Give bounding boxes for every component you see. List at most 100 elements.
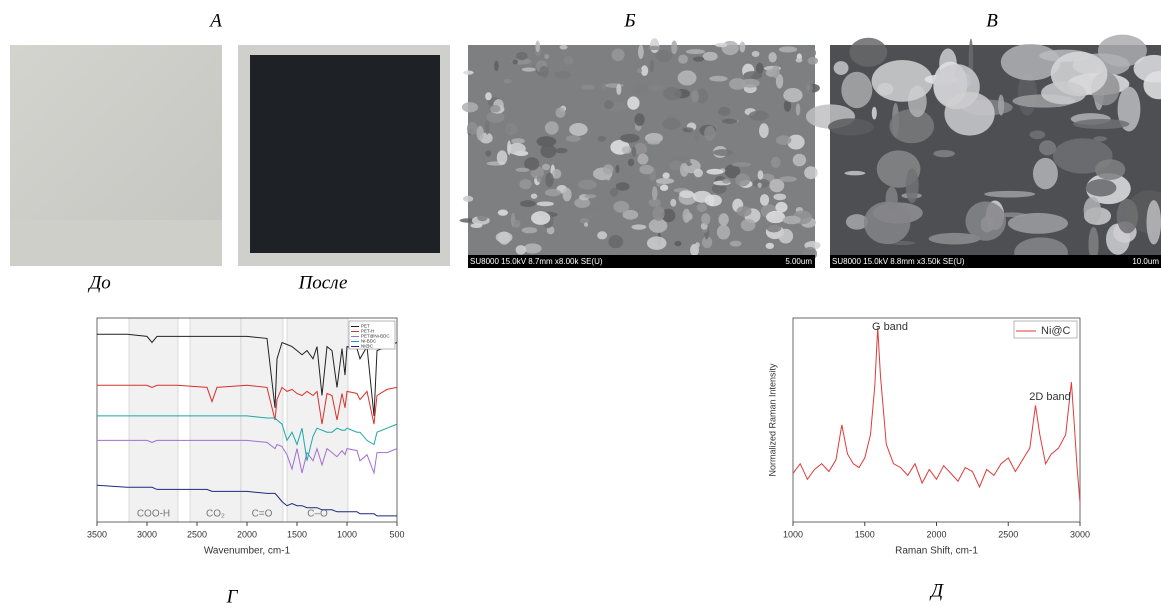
sem-grain: [804, 80, 813, 95]
sem-grain: [651, 186, 658, 201]
sem-grain: [536, 136, 557, 147]
sem-grain: [544, 121, 559, 135]
sem-grain: [648, 218, 668, 233]
sem-grain: [609, 187, 619, 197]
sem-grain: [670, 198, 677, 207]
sem-grain: [644, 132, 663, 144]
sem-grain: [583, 222, 589, 227]
legend-label: Ni@C: [1041, 325, 1071, 337]
sem-grain: [521, 227, 538, 234]
sem-grain: [497, 209, 508, 216]
region-label: C=O: [252, 509, 273, 520]
sem-grain: [748, 110, 769, 121]
sem-grain: [523, 243, 542, 254]
region-label: CO₂: [206, 509, 225, 520]
sem-grain: [508, 142, 526, 155]
sem-grain: [695, 242, 700, 248]
sem-grain: [578, 179, 597, 190]
sem-grain: [871, 60, 933, 102]
sem-grain: [765, 242, 775, 249]
series-line: [97, 333, 398, 416]
sem-grain: [889, 108, 935, 144]
sem-grain: [1085, 179, 1117, 197]
sem-grain: [611, 48, 625, 62]
series-line: [97, 439, 398, 475]
sem-grain: [539, 65, 549, 78]
sem-grain: [569, 123, 588, 136]
x-tick-label: 2500: [998, 529, 1018, 539]
sem-grain: [701, 213, 711, 225]
sem-grain: [647, 140, 661, 145]
sem-grain: [519, 200, 536, 208]
sem-grain: [505, 122, 518, 136]
sem-grain: [485, 150, 492, 157]
sem-grain: [696, 203, 707, 212]
sem-grain: [616, 83, 622, 95]
sem-grain: [718, 106, 731, 116]
sem-grain: [461, 102, 479, 113]
sem-grain: [696, 88, 708, 104]
sem-grain: [778, 228, 794, 244]
sem-grain: [601, 82, 606, 90]
sem-grain: [775, 201, 788, 213]
sem-grain: [965, 201, 1007, 241]
sem-grain: [633, 142, 647, 155]
sem-scale: 10.0um: [1132, 257, 1159, 266]
sem-grain: [1029, 130, 1046, 140]
legend-label: PET@Ni-BDC: [361, 334, 390, 339]
sem-grain: [766, 222, 782, 233]
sem-grain: [536, 175, 543, 183]
sem-grain: [716, 224, 731, 240]
sem-grain: [833, 61, 849, 75]
sem-grain: [709, 75, 728, 82]
sem-grain: [704, 125, 716, 141]
sem-grain: [559, 44, 568, 50]
sem-grain: [731, 162, 752, 167]
photo-after: [250, 55, 440, 253]
sem-grain: [1007, 212, 1068, 234]
sem-grain: [766, 210, 786, 224]
sem-grain: [524, 157, 540, 171]
sem-grain: [531, 211, 551, 225]
x-axis-label: Raman Shift, cm-1: [895, 546, 978, 557]
sem-grain: [1032, 157, 1058, 190]
sem-grain: [693, 168, 703, 178]
sem-grain: [704, 194, 722, 207]
sem-grain: [711, 183, 727, 194]
photo-strip: [10, 220, 222, 266]
sem-grain: [648, 83, 664, 92]
sem-grain: [536, 201, 554, 207]
sem-grain: [494, 60, 499, 72]
sem-grain: [722, 118, 738, 124]
sem-grain: [627, 158, 635, 167]
sem-grain: [700, 140, 705, 146]
sem-grain: [515, 245, 527, 255]
sem-grain: [463, 70, 474, 75]
sem-grain: [775, 74, 784, 89]
sem-grain: [713, 149, 733, 156]
region-label: C–O: [307, 509, 328, 520]
sem-grain: [551, 168, 562, 179]
region: [128, 317, 179, 523]
series-line: [96, 484, 397, 517]
sem-grain: [928, 232, 981, 245]
sem-grain: [498, 231, 511, 245]
caption: После: [298, 272, 348, 293]
sem-grain: [486, 111, 505, 123]
sem-grain: [634, 113, 645, 127]
sem-grain: [535, 40, 541, 53]
sem-grain: [1094, 159, 1126, 180]
sem-grain: [470, 223, 483, 228]
sem-grain: [637, 44, 644, 60]
sem-grain: [724, 164, 741, 179]
sem-grain: [565, 135, 581, 142]
annotation: 2D band: [1029, 391, 1071, 403]
sem-grain: [739, 41, 746, 53]
sem-grain: [741, 78, 760, 88]
sem-bar: [468, 255, 815, 268]
sem-grain: [631, 146, 637, 157]
sem-grain: [655, 50, 673, 62]
sem-grain: [691, 90, 700, 103]
sem-grain: [466, 121, 478, 135]
sem-grain: [640, 65, 649, 77]
